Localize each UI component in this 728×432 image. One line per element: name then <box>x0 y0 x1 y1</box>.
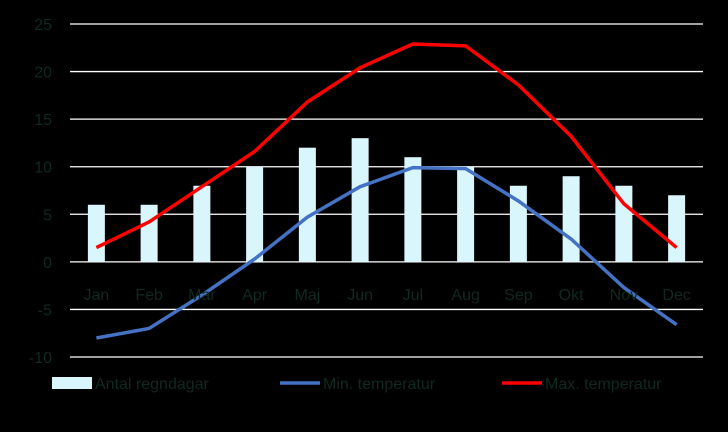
bar-mar <box>193 185 211 262</box>
x-tick-label-okt: Okt <box>559 287 584 304</box>
bar-apr <box>246 166 264 262</box>
x-tick-label-jul: Jul <box>403 287 423 304</box>
x-tick-label-apr: Apr <box>242 287 268 304</box>
line-layer <box>95 42 678 340</box>
bar-aug <box>457 166 475 262</box>
legend-label: Min. temperatur <box>323 376 436 393</box>
bar-layer <box>87 138 686 262</box>
legend-item-0: Antal regndagar <box>52 376 210 393</box>
legend-swatch <box>52 377 92 389</box>
legend-item-2: Max. temperatur <box>502 376 662 393</box>
legend-layer: Antal regndagar Min. temperatur Max. tempe… <box>52 376 662 393</box>
x-tick-label-jan: Jan <box>83 287 109 304</box>
x-tick-label-jun: Jun <box>347 287 373 304</box>
y-tick-label: 25 <box>34 17 52 34</box>
bar-maj <box>298 147 316 262</box>
series-line-min <box>96 165 678 340</box>
y-tick-label: 10 <box>34 160 52 177</box>
bar-jan <box>87 204 105 262</box>
y-tick-label: -10 <box>29 350 52 367</box>
x-tick-label-maj: Maj <box>294 287 320 304</box>
y-tick-label: -5 <box>38 302 52 319</box>
bar-dec <box>668 195 686 262</box>
bar-nov <box>615 185 633 262</box>
y-tick-label: 5 <box>43 207 52 224</box>
bar-jun <box>351 138 369 262</box>
x-tick-label-mar: Mar <box>188 287 216 304</box>
x-tick-label-nov: Nov <box>610 287 638 304</box>
legend-item-1: Min. temperatur <box>280 376 436 393</box>
legend-label: Max. temperatur <box>545 376 662 393</box>
y-tick-label: 0 <box>43 255 52 272</box>
x-tick-label-aug: Aug <box>451 287 479 304</box>
axis-layer: -10 -5 0 5 10 15 20 25 Jan Feb Mar Apr Maj Jun Jul Aug S… <box>29 17 691 367</box>
bar-jul <box>404 157 422 262</box>
legend-label: Antal regndagar <box>95 376 210 393</box>
x-tick-label-dec: Dec <box>662 287 690 304</box>
x-tick-label-feb: Feb <box>135 287 163 304</box>
grid-layer <box>70 23 703 358</box>
x-tick-label-sep: Sep <box>504 287 533 304</box>
bar-feb <box>140 204 158 262</box>
series-line-max <box>95 42 678 250</box>
y-tick-label: 20 <box>34 65 52 82</box>
y-tick-label: 15 <box>34 112 52 129</box>
bar-okt <box>562 176 580 262</box>
